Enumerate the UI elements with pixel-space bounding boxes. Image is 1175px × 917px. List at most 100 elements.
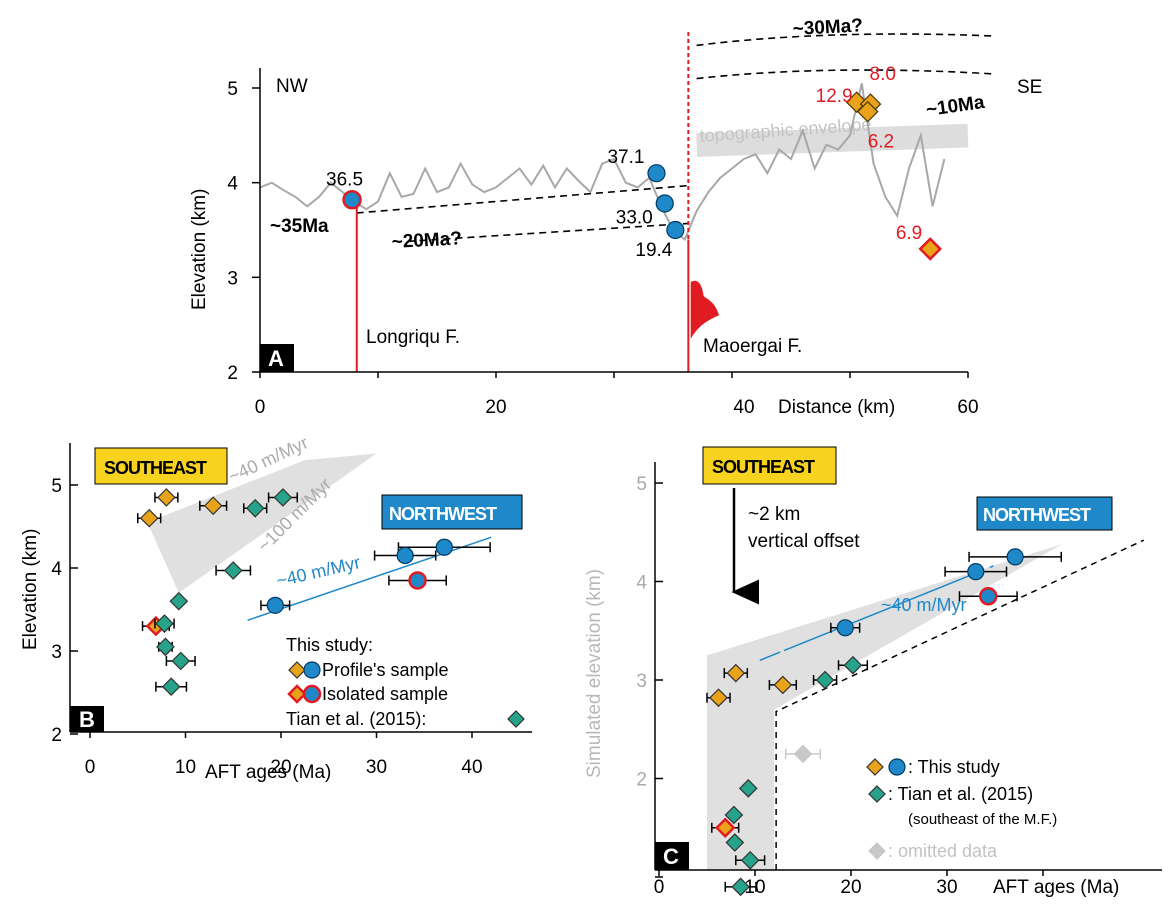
c-point-diamond — [843, 655, 863, 675]
a-ticks: 0 20 40 60 2 3 4 5 — [227, 79, 978, 418]
maoergai-fault-label: Maoergai F. — [703, 336, 802, 357]
b-southeast-label: SOUTHEAST — [104, 458, 207, 478]
a-x-axis-label: Distance (km) — [778, 397, 895, 418]
longriqu-fault-label: Longriqu F. — [366, 327, 460, 348]
c-y-axis-label: Simulated elevation (km) — [584, 569, 605, 778]
c-legend-omitted: : omitted data — [888, 841, 998, 861]
b-x-tick-label: 0 — [85, 757, 96, 778]
c-southeast-box — [702, 446, 837, 485]
b-point-circle — [396, 546, 414, 565]
b-point-circle — [408, 571, 427, 590]
elevation-profile-line — [259, 83, 946, 242]
profile-sample-circle — [647, 164, 666, 183]
fault-flag-icon — [690, 280, 720, 339]
isolated-sample-diamond — [918, 237, 943, 261]
c-legend-tian-note: (southeast of the M.F.) — [908, 811, 1057, 828]
b-point-diamond — [273, 488, 293, 507]
panel-c-letter-box — [655, 842, 689, 870]
b-legend-tian: Tian et al. (2015): — [286, 709, 426, 729]
nw-tag: NW — [276, 76, 308, 97]
legend-orange-diamond — [288, 661, 306, 679]
age-30ma-upper-dashed-line — [696, 33, 992, 47]
c-point-diamond — [709, 688, 728, 708]
c-x-tick-label: 0 — [654, 877, 665, 898]
panel-a-letter-box — [260, 344, 294, 372]
sample-age-label: 19.4 — [635, 240, 672, 261]
b-points — [137, 488, 491, 697]
b-legend-title: This study: — [286, 635, 373, 655]
c-point-diamond — [815, 670, 835, 690]
age-20ma-label: ~20Ma? — [391, 228, 462, 253]
b-point-diamond — [161, 677, 181, 697]
b-y-tick-label: 4 — [51, 559, 62, 580]
c-point-diamond — [724, 805, 744, 825]
a-y-tick-label: 5 — [227, 79, 238, 100]
offset-label-line2: vertical offset — [748, 531, 860, 552]
b-point-diamond — [223, 561, 243, 580]
c-y-tick-label: 4 — [636, 573, 647, 594]
sample-age-label: 8.0 — [870, 64, 896, 85]
c-legend-tian: : Tian et al. (2015) — [888, 784, 1033, 804]
se-tag: SE — [1017, 77, 1042, 98]
b-point-circle — [266, 596, 284, 614]
isolated-sample-circle — [342, 189, 362, 210]
c-x-axis-label: AFT ages (Ma) — [993, 877, 1119, 898]
c-x-tick-label: 20 — [840, 877, 861, 898]
a-x-tick-label: 0 — [255, 397, 266, 418]
b-y-axis-label: Elevation (km) — [20, 529, 41, 650]
b-point-diamond — [139, 508, 159, 528]
c-point-diamond — [793, 744, 813, 764]
c-point-circle — [967, 563, 985, 581]
sample-age-label: 12.9 — [816, 86, 853, 107]
a-x-tick-label: 60 — [957, 397, 978, 418]
c-y-tick-label: 5 — [636, 474, 647, 495]
c-legend-this: : This study — [908, 757, 1000, 777]
c-legend-markers — [866, 758, 906, 860]
panel-a-letter: A — [268, 346, 284, 371]
b-x-tick-label: 20 — [270, 757, 291, 778]
c-point-diamond — [731, 877, 750, 897]
legend-teal-diamond — [507, 710, 525, 728]
c-point-circle — [979, 587, 998, 606]
c-point-diamond — [725, 833, 745, 852]
b-point-diamond — [169, 591, 189, 611]
c-northwest-label: NORTHWEST — [983, 505, 1091, 525]
c-point-diamond — [740, 850, 760, 870]
b-point-diamond — [203, 496, 223, 516]
b-x-tick-label: 40 — [461, 757, 482, 778]
b-legend-markers — [287, 661, 525, 728]
c-legend-blue-circle — [888, 758, 906, 776]
legend-isolated-circle — [302, 684, 322, 704]
legend-blue-circle — [303, 661, 321, 679]
b-y-tick-label: 3 — [51, 642, 62, 663]
b-southeast-box — [94, 447, 228, 485]
profile-sample-diamond — [856, 100, 879, 123]
c-point-diamond — [726, 663, 746, 683]
c-northwest-box — [976, 496, 1113, 531]
c-legend-omitted-diamond — [868, 842, 886, 860]
se-rate-wedge — [147, 453, 377, 593]
c-legend-teal-diamond — [868, 785, 886, 803]
c-y-tick-label: 2 — [636, 770, 647, 791]
b-point-diamond — [155, 614, 174, 633]
c-point-diamond — [738, 779, 758, 798]
b-y-tick-label: 5 — [51, 476, 62, 497]
sample-age-label: 6.2 — [868, 132, 894, 153]
panel-c-letter: C — [663, 844, 679, 869]
c-point-circle — [836, 619, 854, 637]
age-35ma-label: ~35Ma — [270, 216, 329, 237]
c-nw-rate: ~40 m/Myr — [881, 595, 967, 615]
age-30ma-lower-dashed-line — [696, 69, 992, 80]
a-x-tick-label: 20 — [485, 397, 506, 418]
b-y-tick-label: 2 — [51, 725, 62, 746]
legend-isolated-diamond — [287, 684, 307, 704]
b-point-diamond — [156, 637, 175, 657]
sample-age-label: 33.0 — [616, 207, 653, 228]
panel-b-letter-box — [70, 706, 104, 732]
c-point-diamond — [714, 817, 736, 839]
sample-age-label: 37.1 — [607, 147, 644, 168]
a-samples: 36.5 37.1 33.0 19.4 12.9 8.0 6.2 6.9 — [326, 64, 943, 261]
